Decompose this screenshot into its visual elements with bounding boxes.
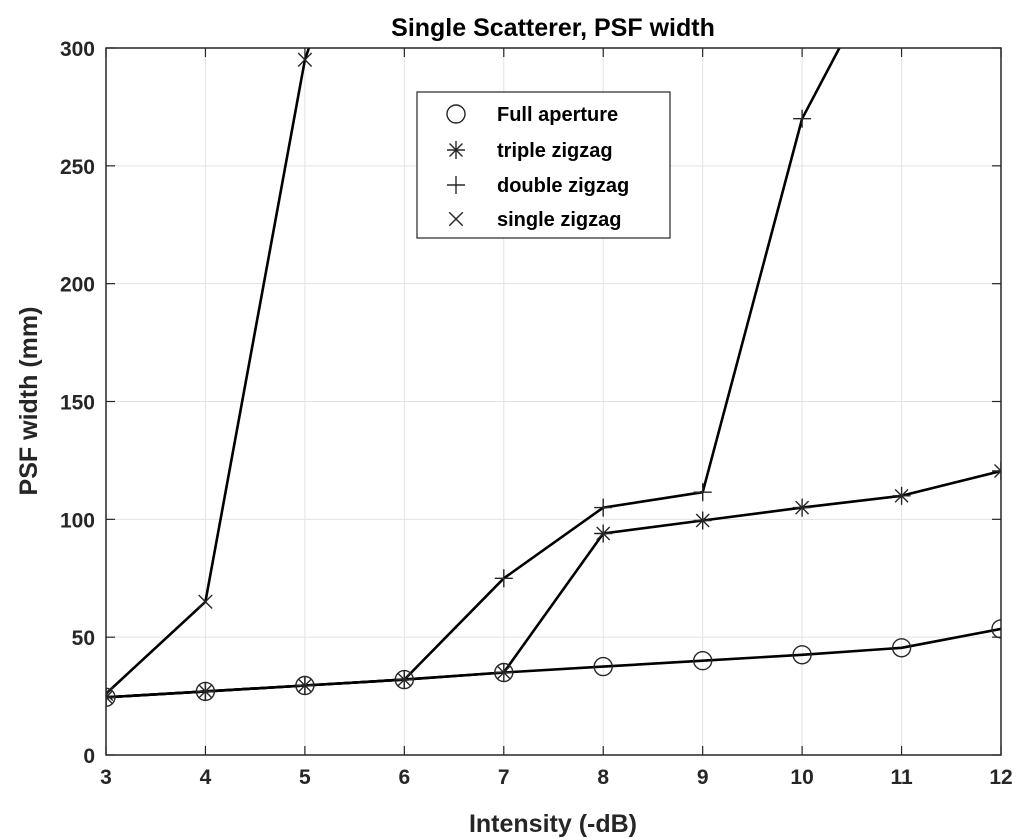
- legend-label-single-zigzag: single zigzag: [497, 209, 621, 231]
- series-line-plus: [106, 48, 841, 699]
- data-point-plus: [494, 569, 513, 588]
- x-tick-label: 6: [398, 766, 410, 789]
- data-point-cross: [106, 686, 114, 701]
- data-point-plus: [295, 676, 314, 695]
- x-tick-label: 3: [100, 766, 112, 789]
- data-point-plus: [106, 688, 115, 707]
- legend-entry-single-zigzag: single zigzag: [448, 209, 621, 231]
- data-point-asterisk: [793, 498, 812, 517]
- y-tick-label: 250: [60, 156, 95, 179]
- series-lines: [106, 48, 1001, 699]
- legend-marker-plus: [447, 176, 465, 194]
- x-tick-label: 10: [790, 766, 813, 789]
- data-point-plus: [793, 109, 812, 128]
- data-point-asterisk: [892, 486, 911, 505]
- legend-symbol-circle: [446, 104, 466, 124]
- y-axis-title: PSF width (mm): [15, 307, 43, 496]
- legend-marker-cross: [448, 211, 464, 227]
- legend-label-full-aperture: Full aperture: [497, 104, 618, 126]
- chart-title: Single Scatterer, PSF width: [391, 14, 715, 42]
- x-tick-label: 5: [299, 766, 311, 789]
- y-tick-label: 300: [60, 38, 95, 61]
- x-axis-title: Intensity (-dB): [469, 810, 637, 838]
- data-point-plus: [196, 682, 215, 701]
- legend-symbol-cross: [448, 211, 464, 227]
- legend-marker-circle: [446, 104, 466, 124]
- data-point-cross: [297, 52, 313, 68]
- data-point-plus: [395, 670, 414, 689]
- axis-ticks: 3 4 5 6 7 8 9 10 11 12 0 50 100 150 200 250 300: [60, 38, 1013, 789]
- legend-symbol-plus: [447, 176, 465, 194]
- x-tick-label: 7: [498, 766, 510, 789]
- legend-box: [416, 91, 671, 239]
- data-point-circle: [593, 656, 613, 677]
- data-point-asterisk: [594, 524, 613, 543]
- y-tick-label: 150: [60, 392, 95, 415]
- data-point-plus: [594, 498, 613, 517]
- x-tick-label: 11: [890, 766, 913, 789]
- legend: Full aperture triple zigzag double zigza…: [416, 91, 671, 239]
- legend-marker-asterisk: [447, 141, 465, 159]
- y-tick-label: 100: [60, 509, 95, 532]
- series-markers: [106, 52, 1001, 707]
- data-point-asterisk: [693, 511, 712, 530]
- data-point-asterisk: [992, 462, 1001, 480]
- data-point-circle: [693, 651, 713, 671]
- y-tick-label: 200: [60, 274, 95, 297]
- legend-entry-full-aperture: Full aperture: [446, 104, 618, 126]
- series-line-cross: [106, 48, 311, 695]
- x-tick-label: 4: [200, 766, 212, 789]
- data-point-asterisk: [494, 663, 513, 682]
- x-tick-label: 9: [697, 766, 709, 789]
- legend-symbol-asterisk: [447, 141, 465, 159]
- data-point-circle: [991, 619, 1001, 639]
- legend-label-double-zigzag: double zigzag: [497, 175, 629, 197]
- data-point-circle: [792, 645, 812, 665]
- x-tick-label: 8: [597, 766, 609, 789]
- legend-entry-double-zigzag: double zigzag: [447, 175, 629, 197]
- y-tick-label: 50: [72, 627, 95, 650]
- legend-entry-triple-zigzag: triple zigzag: [447, 140, 613, 162]
- y-tick-label: 0: [83, 745, 95, 768]
- x-tick-label: 12: [989, 766, 1012, 789]
- data-point-plus: [693, 483, 712, 502]
- data-point-cross: [198, 594, 213, 610]
- data-point-circle: [891, 638, 912, 658]
- legend-label-triple-zigzag: triple zigzag: [497, 140, 613, 162]
